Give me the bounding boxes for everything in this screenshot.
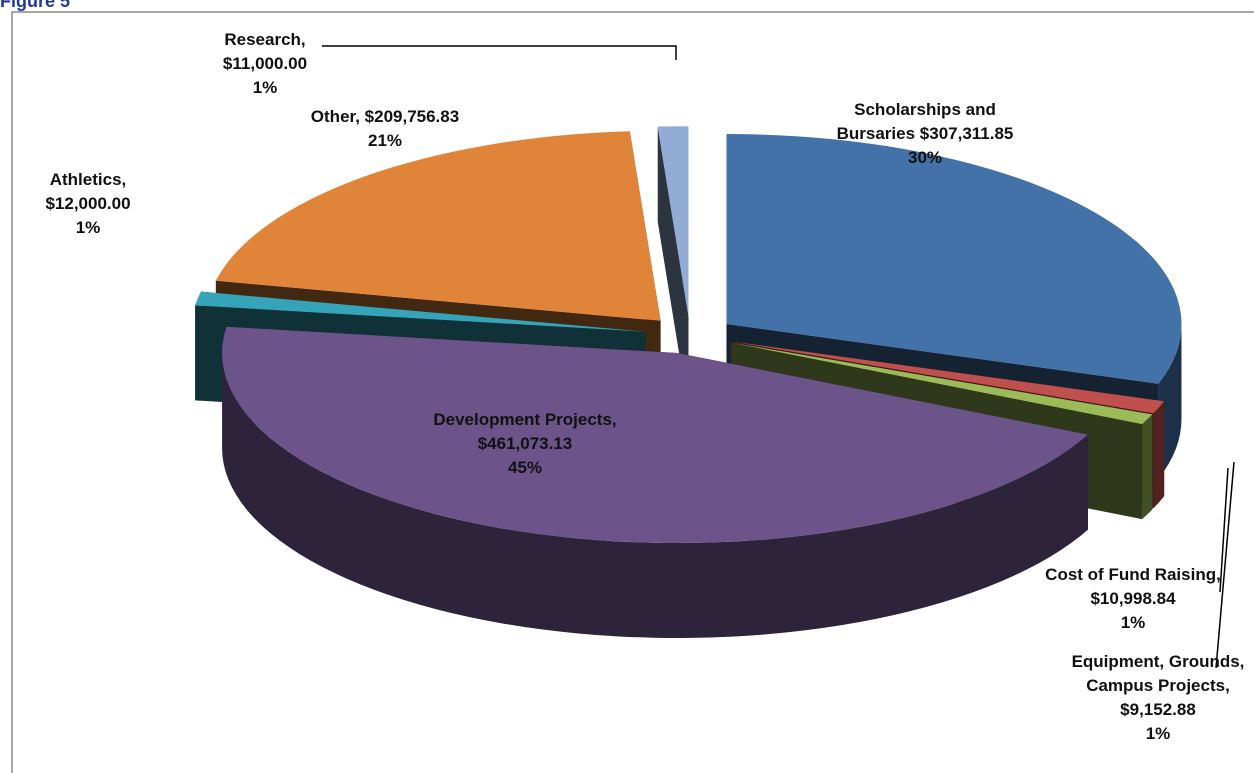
slice-side <box>1153 401 1165 509</box>
label-value: $9,152.88 <box>1120 700 1196 719</box>
label-name: Scholarships and Bursaries <box>836 100 996 143</box>
chart-frame <box>11 11 1254 773</box>
data-label: Scholarships and Bursaries $307,311.85 30… <box>825 98 1025 170</box>
data-label: Cost of Fund Raising, $10,998.84 1% <box>1013 563 1253 635</box>
pie <box>195 126 1182 638</box>
label-percent: 45% <box>507 458 543 477</box>
label-percent: 1% <box>1120 613 1146 632</box>
data-label: Other, $209,756.83 21% <box>265 105 505 153</box>
label-name: Athletics, <box>49 170 127 189</box>
data-label: Athletics, $12,000.00 1% <box>18 168 158 240</box>
label-name: Other, <box>310 107 360 126</box>
pie-slice <box>222 326 1088 543</box>
label-percent: 1% <box>75 218 101 237</box>
leader-line <box>1219 467 1229 593</box>
slice-side <box>1158 323 1182 479</box>
slice-side <box>222 352 1088 638</box>
data-label: Research, $11,000.00 1% <box>185 28 345 100</box>
label-value: $209,756.83 <box>364 107 460 126</box>
label-value: $307,311.85 <box>919 124 1014 143</box>
label-name: Equipment, Grounds, Campus Projects, <box>1071 652 1245 695</box>
pie-slice <box>726 133 1182 384</box>
chart-title: Figure 5 <box>0 0 71 11</box>
pie-slice <box>195 291 646 332</box>
label-value: $12,000.00 <box>45 194 131 213</box>
pie-slice <box>731 342 1153 425</box>
label-percent: 30% <box>907 148 943 167</box>
label-value: $11,000.00 <box>222 54 308 73</box>
pie-slice <box>732 341 1165 414</box>
slice-side <box>1142 414 1153 520</box>
leader-line <box>1215 461 1235 669</box>
pie-slice <box>215 131 661 321</box>
label-name: Cost of Fund Raising, <box>1045 565 1221 584</box>
label-percent: 1% <box>1145 724 1171 743</box>
data-label: Development Projects, $461,073.13 45% <box>425 408 625 480</box>
label-name: Development Projects, <box>433 410 617 429</box>
label-name: Research, <box>224 30 306 49</box>
leader-line <box>322 45 677 60</box>
data-label: Equipment, Grounds, Campus Projects, $9,… <box>1068 650 1248 746</box>
label-percent: 1% <box>252 78 278 97</box>
label-value: $461,073.13 <box>477 434 573 453</box>
slice-wall <box>657 126 689 412</box>
label-percent: 21% <box>367 131 403 150</box>
label-value: $10,998.84 <box>1090 589 1176 608</box>
pie-slice <box>657 126 689 317</box>
